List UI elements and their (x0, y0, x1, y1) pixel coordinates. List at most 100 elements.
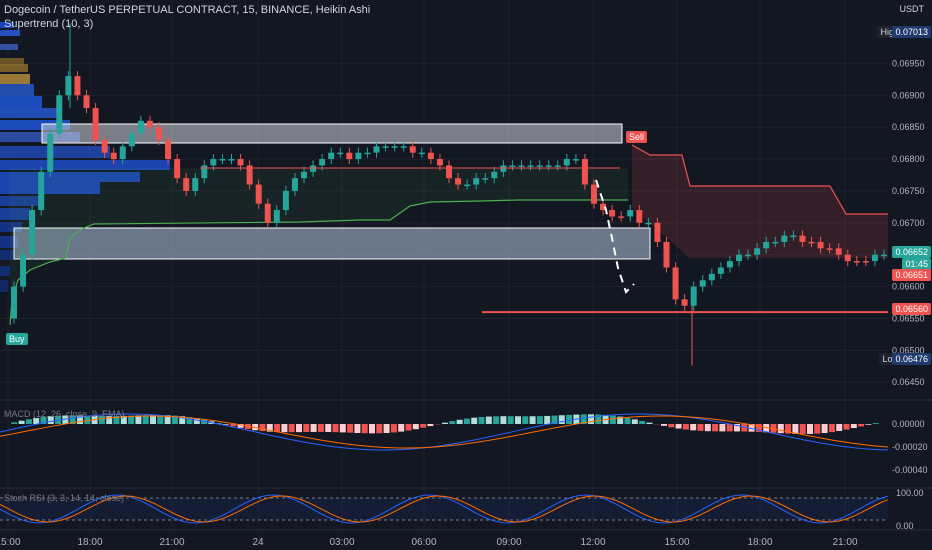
macd-histogram-bar (858, 424, 865, 427)
countdown: 01:45 (902, 258, 931, 270)
candle-body (47, 133, 54, 172)
candle-body (291, 178, 298, 191)
macd-histogram-bar (332, 424, 339, 433)
macd-histogram-bar (157, 415, 164, 424)
macd-histogram-bar (113, 415, 120, 424)
macd-histogram-bar (69, 415, 76, 424)
price-tick-label: 0.06900 (892, 90, 925, 100)
macd-histogram-bar (369, 424, 375, 434)
candle-body (74, 76, 81, 96)
macd-label[interactable]: MACD (12, 26, close, 9, EMA) (4, 409, 125, 419)
candle-body (29, 210, 36, 255)
macd-histogram-bar (734, 424, 740, 432)
candle-body (645, 222, 652, 225)
macd-histogram-bar (799, 424, 806, 435)
macd-histogram-bar (150, 415, 156, 424)
stoch-label[interactable]: Stoch RSI (3, 3, 14, 14, close) (4, 493, 125, 503)
candles (11, 23, 887, 366)
macd-histogram-bar (142, 415, 149, 424)
macd-histogram-bar (339, 424, 346, 433)
volume-bar (0, 146, 110, 158)
macd-histogram-bar (580, 414, 587, 424)
candle-body (137, 120, 144, 134)
macd-histogram-bar (281, 424, 288, 433)
macd-histogram-bar (310, 424, 317, 432)
candle-body (717, 267, 724, 274)
candle-body (817, 241, 824, 249)
macd-histogram-bar (179, 416, 186, 424)
macd-histogram-bar (515, 416, 521, 424)
candle-body (672, 267, 679, 300)
macd-histogram-bar (748, 424, 755, 432)
low-value: 0.06476 (892, 353, 931, 365)
supertrend-fill (10, 168, 628, 325)
candle-body (627, 210, 634, 217)
buy-marker: Buy (6, 333, 28, 345)
stoch-band (0, 498, 888, 520)
macd-histogram-bar (354, 424, 361, 433)
macd-histogram-bar (639, 420, 646, 424)
candle-body (536, 165, 543, 167)
candle-body (736, 254, 742, 262)
time-tick-label: 18:00 (77, 537, 102, 548)
macd-histogram-bar (690, 424, 697, 431)
time-tick-label: 15:00 (0, 537, 21, 548)
macd-histogram-bar (609, 415, 616, 424)
candle-body (799, 235, 806, 242)
volume-bar (0, 266, 10, 276)
candle-body (282, 190, 289, 211)
candle-body (681, 299, 688, 306)
indicator-label[interactable]: Supertrend (10, 3) (4, 18, 94, 30)
time-tick-label: 06:00 (411, 537, 436, 548)
candle-body (509, 165, 516, 167)
candle-body (146, 120, 153, 128)
candle-body (500, 165, 507, 172)
macd-histogram-bar (427, 424, 434, 427)
time-tick-label: 09:00 (496, 537, 521, 548)
line-level-tag: 0.06560 (892, 303, 931, 315)
stoch-tick-label: 100.00 (896, 488, 924, 498)
volume-bar (0, 250, 14, 260)
candle-body (527, 165, 534, 167)
candle-body (690, 286, 697, 306)
macd-histogram-bar (500, 416, 507, 424)
candle-body (165, 139, 172, 160)
candle-body (600, 203, 607, 211)
macd-histogram-bar (763, 424, 770, 433)
macd-tick-label: -0.00020 (892, 442, 928, 452)
macd-histogram-bar (266, 424, 273, 432)
candle-body (609, 210, 616, 217)
stoch-d-line (0, 495, 889, 523)
candle-body (373, 146, 380, 153)
macd-histogram-bar (792, 424, 799, 434)
candle-body (473, 178, 480, 185)
time-tick-label: 12:00 (580, 537, 605, 548)
chart-title: Dogecoin / TetherUS PERPETUAL CONTRACT, … (4, 4, 371, 16)
macd-panel (0, 413, 889, 451)
macd-histogram-bar (186, 417, 193, 424)
macd-histogram-bar (741, 424, 748, 432)
candle-body (110, 152, 117, 160)
price-tick-label: 0.06450 (892, 377, 925, 387)
macd-histogram-bar (18, 420, 25, 424)
candle-body (382, 146, 389, 148)
candle-body (745, 254, 752, 257)
projection-path (595, 179, 635, 294)
volume-bar (0, 222, 22, 232)
last-price: 0.06652 (892, 246, 931, 258)
volume-bar (0, 108, 58, 118)
candle-body (301, 171, 307, 179)
candle-body (128, 133, 135, 147)
macd-histogram-bar (624, 417, 631, 424)
macd-histogram-bar (449, 421, 456, 424)
macd-histogram-bar (558, 415, 565, 424)
candle-body (455, 178, 462, 185)
macd-histogram-bar (522, 416, 529, 424)
sell-marker: Sell (626, 131, 648, 143)
macd-histogram-bar (128, 415, 135, 424)
volume-profile (0, 22, 170, 292)
candle-body (663, 241, 670, 268)
volume-bar (0, 96, 42, 108)
volume-bar (0, 182, 100, 194)
